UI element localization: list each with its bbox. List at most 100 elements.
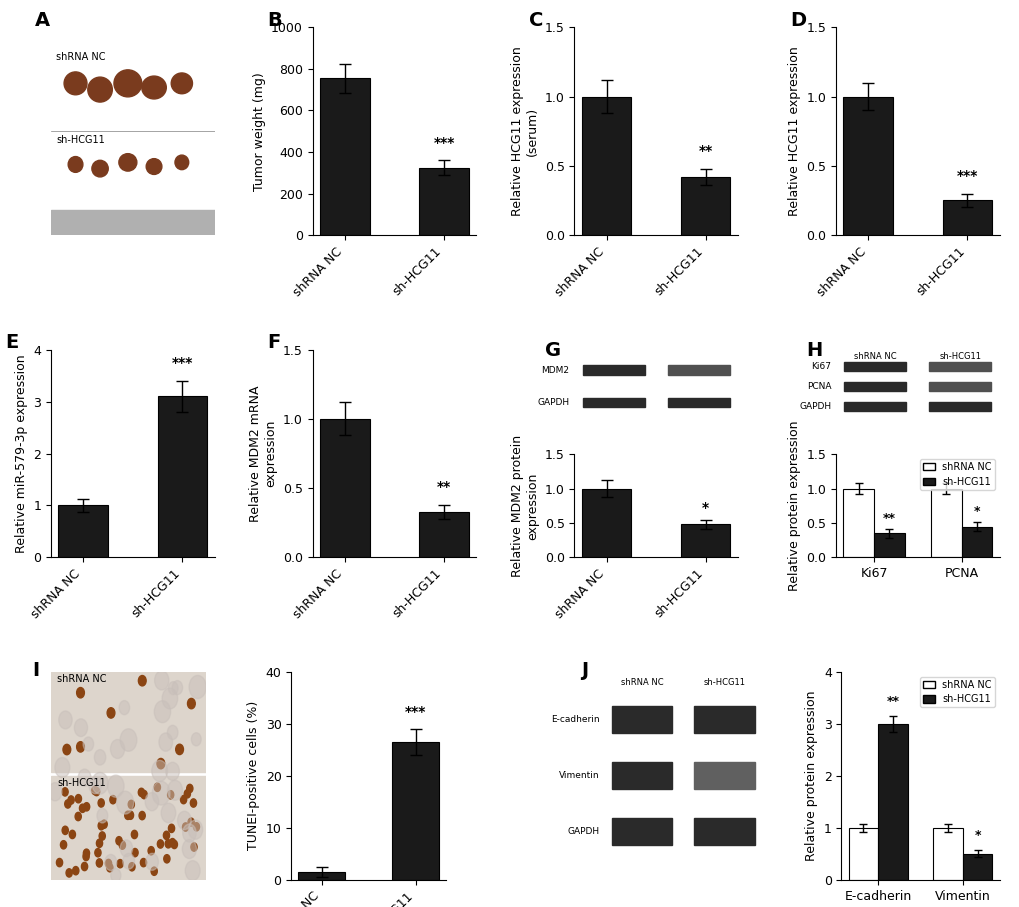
- Bar: [928, 382, 990, 391]
- Bar: [51, 775, 206, 880]
- Text: sh-HCG11: sh-HCG11: [56, 135, 105, 145]
- Ellipse shape: [119, 153, 137, 171]
- Circle shape: [124, 811, 130, 820]
- Bar: [611, 762, 672, 789]
- Text: sh-HCG11: sh-HCG11: [938, 352, 980, 361]
- Bar: [51, 672, 206, 772]
- Circle shape: [79, 805, 86, 813]
- Bar: [392, 742, 439, 880]
- Bar: [582, 398, 644, 407]
- Circle shape: [120, 729, 137, 751]
- Text: shRNA NC: shRNA NC: [56, 53, 105, 63]
- Text: *: *: [701, 502, 708, 515]
- Circle shape: [171, 840, 177, 849]
- Circle shape: [72, 866, 78, 875]
- Y-axis label: Relative HCG11 expression: Relative HCG11 expression: [787, 46, 800, 216]
- Text: H: H: [806, 341, 822, 360]
- Circle shape: [152, 760, 167, 782]
- Circle shape: [83, 737, 94, 751]
- Text: shRNA NC: shRNA NC: [621, 678, 663, 688]
- Bar: [844, 362, 906, 371]
- Circle shape: [165, 840, 171, 848]
- Circle shape: [180, 795, 186, 804]
- Circle shape: [89, 776, 101, 794]
- Circle shape: [164, 854, 170, 863]
- Circle shape: [98, 822, 104, 830]
- Bar: [298, 872, 344, 880]
- Circle shape: [110, 795, 116, 804]
- Text: G: G: [544, 341, 560, 360]
- Circle shape: [194, 823, 200, 831]
- Circle shape: [92, 773, 108, 794]
- Circle shape: [94, 749, 106, 765]
- Circle shape: [139, 812, 145, 820]
- Circle shape: [182, 824, 196, 842]
- Text: *: *: [973, 829, 980, 842]
- Circle shape: [60, 841, 66, 849]
- Circle shape: [186, 785, 193, 793]
- Circle shape: [154, 701, 170, 723]
- Circle shape: [116, 836, 122, 845]
- Circle shape: [187, 698, 195, 708]
- Bar: [694, 707, 754, 733]
- Circle shape: [146, 853, 158, 871]
- Bar: [962, 853, 991, 880]
- Circle shape: [187, 818, 194, 826]
- Text: F: F: [267, 333, 280, 352]
- Circle shape: [185, 861, 200, 881]
- Bar: [419, 168, 469, 235]
- Ellipse shape: [171, 73, 193, 93]
- Circle shape: [107, 863, 113, 872]
- Circle shape: [175, 745, 183, 755]
- Bar: [848, 828, 877, 880]
- Text: I: I: [33, 661, 40, 680]
- Bar: [694, 818, 754, 845]
- Circle shape: [99, 832, 105, 840]
- Legend: shRNA NC, sh-HCG11: shRNA NC, sh-HCG11: [919, 677, 994, 707]
- Y-axis label: Relative miR-579-3p expression: Relative miR-579-3p expression: [14, 355, 28, 552]
- Circle shape: [120, 840, 132, 857]
- Text: GAPDH: GAPDH: [537, 398, 569, 407]
- Y-axis label: Relative MDM2 mRNA
expression: Relative MDM2 mRNA expression: [250, 385, 277, 522]
- Text: GAPDH: GAPDH: [567, 827, 599, 836]
- Ellipse shape: [92, 161, 108, 177]
- Bar: [930, 489, 961, 558]
- Circle shape: [157, 840, 163, 848]
- Y-axis label: TUNEI-positive cells (%): TUNEI-positive cells (%): [247, 701, 260, 851]
- Text: ***: ***: [405, 705, 426, 718]
- Circle shape: [48, 783, 62, 801]
- Circle shape: [122, 853, 135, 869]
- Circle shape: [82, 863, 88, 871]
- Circle shape: [84, 849, 90, 857]
- Bar: [611, 818, 672, 845]
- Bar: [611, 707, 672, 733]
- Circle shape: [167, 791, 173, 799]
- Circle shape: [119, 841, 125, 849]
- Circle shape: [161, 803, 175, 823]
- Circle shape: [92, 786, 98, 795]
- Bar: [877, 724, 907, 880]
- Circle shape: [139, 676, 146, 686]
- Circle shape: [145, 793, 159, 811]
- Text: ***: ***: [171, 356, 193, 370]
- Circle shape: [69, 830, 75, 839]
- Bar: [843, 489, 873, 558]
- Bar: [844, 382, 906, 391]
- Circle shape: [84, 803, 90, 811]
- Y-axis label: Relative HCG11 expression
(serum): Relative HCG11 expression (serum): [511, 46, 539, 216]
- Text: A: A: [35, 11, 50, 30]
- Circle shape: [107, 775, 124, 797]
- Circle shape: [116, 791, 133, 814]
- Bar: [51, 210, 214, 235]
- Circle shape: [68, 795, 74, 805]
- Bar: [694, 762, 754, 789]
- Bar: [681, 524, 730, 558]
- Ellipse shape: [64, 72, 87, 95]
- Circle shape: [191, 843, 197, 851]
- Text: D: D: [790, 11, 806, 30]
- Circle shape: [155, 671, 169, 690]
- Text: C: C: [528, 11, 542, 30]
- Bar: [419, 512, 469, 558]
- Circle shape: [192, 733, 201, 746]
- Text: **: **: [882, 512, 895, 525]
